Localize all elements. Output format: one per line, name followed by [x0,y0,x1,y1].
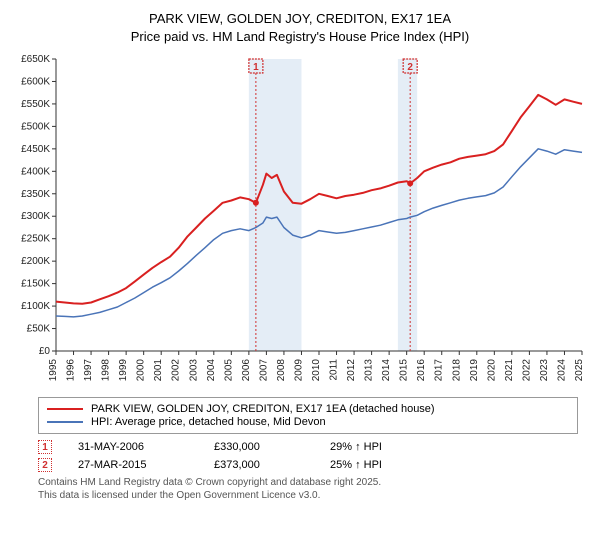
svg-text:£300K: £300K [21,211,50,222]
svg-text:2015: 2015 [399,359,410,382]
legend-label: PARK VIEW, GOLDEN JOY, CREDITON, EX17 1E… [91,403,435,415]
footer-line1: Contains HM Land Registry data © Crown c… [38,476,590,489]
svg-text:2009: 2009 [293,359,304,382]
svg-text:1996: 1996 [66,359,77,382]
svg-text:£50K: £50K [27,324,51,335]
svg-text:2018: 2018 [451,359,462,382]
svg-text:2006: 2006 [241,359,252,382]
svg-text:2004: 2004 [206,359,217,382]
sale-delta: 25% ↑ HPI [330,459,382,471]
svg-text:2007: 2007 [258,359,269,382]
svg-text:1998: 1998 [101,359,112,382]
svg-text:1997: 1997 [83,359,94,382]
svg-text:2019: 2019 [469,359,480,382]
legend-label: HPI: Average price, detached house, Mid … [91,416,326,428]
svg-text:2021: 2021 [504,359,515,382]
svg-text:2023: 2023 [539,359,550,382]
svg-text:2016: 2016 [416,359,427,382]
svg-text:2012: 2012 [346,359,357,382]
svg-text:£650K: £650K [21,54,50,65]
svg-text:£400K: £400K [21,166,50,177]
chart-title-line2: Price paid vs. HM Land Registry's House … [10,28,590,46]
footer-line2: This data is licensed under the Open Gov… [38,489,590,502]
svg-text:2022: 2022 [521,359,532,382]
sale-date: 27-MAR-2015 [78,459,188,471]
svg-text:1999: 1999 [118,359,129,382]
legend-row: HPI: Average price, detached house, Mid … [47,416,569,428]
svg-text:2002: 2002 [171,359,182,382]
svg-text:£250K: £250K [21,234,50,245]
svg-text:2014: 2014 [381,359,392,382]
svg-text:£350K: £350K [21,189,50,200]
svg-text:£0: £0 [39,346,51,357]
sale-row: 2 27-MAR-2015 £373,000 25% ↑ HPI [38,458,590,472]
svg-text:£100K: £100K [21,301,50,312]
svg-text:£450K: £450K [21,144,50,155]
svg-text:2020: 2020 [486,359,497,382]
footer-attribution: Contains HM Land Registry data © Crown c… [38,476,590,502]
legend-swatch [47,421,83,423]
svg-text:£600K: £600K [21,77,50,88]
svg-text:2001: 2001 [153,359,164,382]
sale-row: 1 31-MAY-2006 £330,000 29% ↑ HPI [38,440,590,454]
svg-text:£200K: £200K [21,256,50,267]
svg-text:1995: 1995 [48,359,59,382]
svg-text:2005: 2005 [223,359,234,382]
svg-text:2017: 2017 [434,359,445,382]
svg-text:£500K: £500K [21,121,50,132]
svg-text:2: 2 [407,62,413,73]
svg-text:2003: 2003 [188,359,199,382]
sale-price: £330,000 [214,441,304,453]
price-chart: £0 £50K £100K £150K £200K £250K £300K £350K £400… [10,51,590,391]
sale-marker-box: 1 [38,440,52,454]
svg-text:2008: 2008 [276,359,287,382]
legend-row: PARK VIEW, GOLDEN JOY, CREDITON, EX17 1E… [47,403,569,415]
svg-text:£150K: £150K [21,279,50,290]
sale-price: £373,000 [214,459,304,471]
svg-text:2013: 2013 [364,359,375,382]
sales-table: 1 31-MAY-2006 £330,000 29% ↑ HPI 2 27-MAR-201… [38,440,590,472]
sale-delta: 29% ↑ HPI [330,441,382,453]
legend: PARK VIEW, GOLDEN JOY, CREDITON, EX17 1E… [38,397,578,434]
chart-title-line1: PARK VIEW, GOLDEN JOY, CREDITON, EX17 1E… [10,10,590,28]
sale-marker-box: 2 [38,458,52,472]
svg-text:2000: 2000 [136,359,147,382]
sale-date: 31-MAY-2006 [78,441,188,453]
svg-text:£550K: £550K [21,99,50,110]
svg-text:2025: 2025 [574,359,585,382]
svg-text:1: 1 [253,62,259,73]
legend-swatch [47,408,83,410]
svg-text:2024: 2024 [556,359,567,382]
svg-text:2011: 2011 [329,359,340,381]
svg-text:2010: 2010 [311,359,322,382]
